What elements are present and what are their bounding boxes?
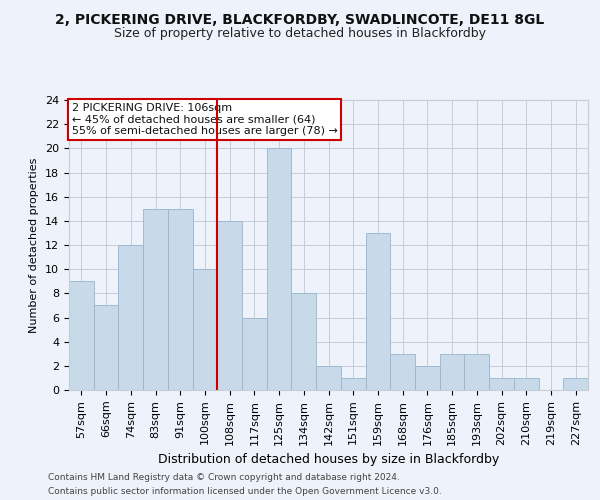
Text: Contains HM Land Registry data © Crown copyright and database right 2024.: Contains HM Land Registry data © Crown c… bbox=[48, 472, 400, 482]
X-axis label: Distribution of detached houses by size in Blackfordby: Distribution of detached houses by size … bbox=[158, 453, 499, 466]
Bar bbox=[168, 209, 193, 390]
Bar bbox=[193, 269, 217, 390]
Text: Size of property relative to detached houses in Blackfordby: Size of property relative to detached ho… bbox=[114, 28, 486, 40]
Bar bbox=[94, 306, 118, 390]
Bar bbox=[563, 378, 588, 390]
Bar bbox=[267, 148, 292, 390]
Bar bbox=[390, 354, 415, 390]
Bar bbox=[365, 233, 390, 390]
Text: Contains public sector information licensed under the Open Government Licence v3: Contains public sector information licen… bbox=[48, 488, 442, 496]
Bar bbox=[464, 354, 489, 390]
Y-axis label: Number of detached properties: Number of detached properties bbox=[29, 158, 40, 332]
Bar bbox=[292, 294, 316, 390]
Bar bbox=[440, 354, 464, 390]
Bar bbox=[514, 378, 539, 390]
Bar bbox=[415, 366, 440, 390]
Bar bbox=[143, 209, 168, 390]
Text: 2, PICKERING DRIVE, BLACKFORDBY, SWADLINCOTE, DE11 8GL: 2, PICKERING DRIVE, BLACKFORDBY, SWADLIN… bbox=[55, 12, 545, 26]
Bar bbox=[217, 221, 242, 390]
Bar bbox=[69, 281, 94, 390]
Bar bbox=[489, 378, 514, 390]
Bar bbox=[341, 378, 365, 390]
Bar bbox=[316, 366, 341, 390]
Bar bbox=[118, 245, 143, 390]
Bar bbox=[242, 318, 267, 390]
Text: 2 PICKERING DRIVE: 106sqm
← 45% of detached houses are smaller (64)
55% of semi-: 2 PICKERING DRIVE: 106sqm ← 45% of detac… bbox=[71, 103, 337, 136]
